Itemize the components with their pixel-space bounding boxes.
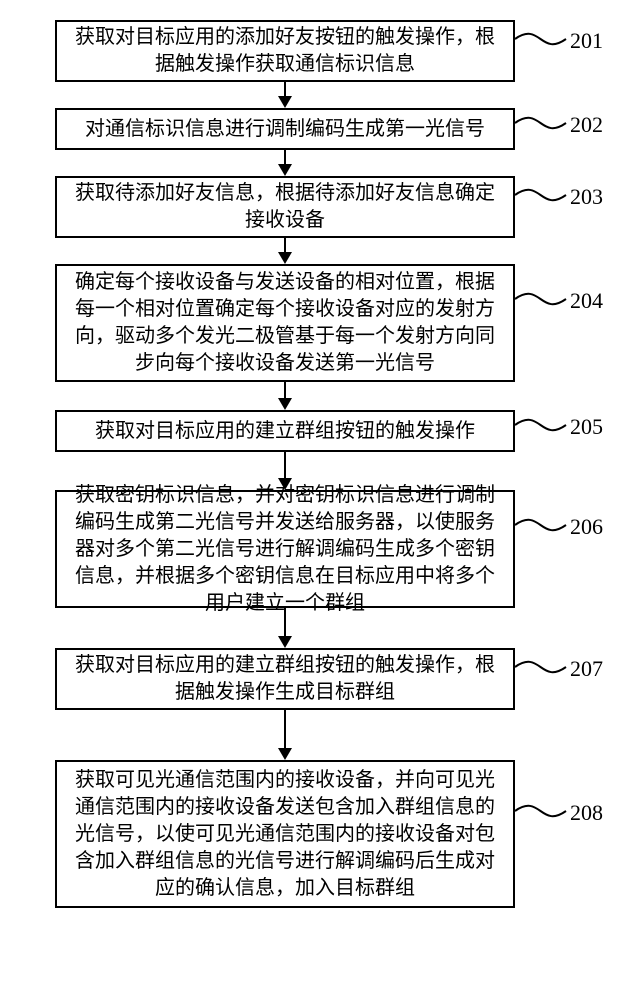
- step-text: 确定每个接收设备与发送设备的相对位置，根据每一个相对位置确定每个接收设备对应的发…: [67, 269, 503, 377]
- flowchart-canvas: 获取对目标应用的添加好友按钮的触发操作，根据触发操作获取通信标识信息 对通信标识…: [0, 0, 639, 1000]
- step-text: 获取待添加好友信息，根据待添加好友信息确定接收设备: [67, 180, 503, 234]
- step-box-202: 对通信标识信息进行调制编码生成第一光信号: [55, 108, 515, 150]
- step-text: 获取对目标应用的建立群组按钮的触发操作: [95, 418, 475, 445]
- step-text: 获取对目标应用的添加好友按钮的触发操作，根据触发操作获取通信标识信息: [67, 24, 503, 78]
- step-text: 获取可见光通信范围内的接收设备，并向可见光通信范围内的接收设备发送包含加入群组信…: [67, 767, 503, 902]
- step-box-203: 获取待添加好友信息，根据待添加好友信息确定接收设备: [55, 176, 515, 238]
- step-box-201: 获取对目标应用的添加好友按钮的触发操作，根据触发操作获取通信标识信息: [55, 20, 515, 82]
- step-label-207: 207: [570, 656, 603, 682]
- step-text: 对通信标识信息进行调制编码生成第一光信号: [85, 116, 485, 143]
- step-text: 获取密钥标识信息，并对密钥标识信息进行调制编码生成第二光信号并发送给服务器，以使…: [67, 482, 503, 617]
- step-box-204: 确定每个接收设备与发送设备的相对位置，根据每一个相对位置确定每个接收设备对应的发…: [55, 264, 515, 382]
- step-label-204: 204: [570, 288, 603, 314]
- step-box-207: 获取对目标应用的建立群组按钮的触发操作，根据触发操作生成目标群组: [55, 648, 515, 710]
- step-label-205: 205: [570, 414, 603, 440]
- step-label-206: 206: [570, 514, 603, 540]
- step-label-208: 208: [570, 800, 603, 826]
- step-box-206: 获取密钥标识信息，并对密钥标识信息进行调制编码生成第二光信号并发送给服务器，以使…: [55, 490, 515, 608]
- step-box-205: 获取对目标应用的建立群组按钮的触发操作: [55, 410, 515, 452]
- step-label-202: 202: [570, 112, 603, 138]
- step-box-208: 获取可见光通信范围内的接收设备，并向可见光通信范围内的接收设备发送包含加入群组信…: [55, 760, 515, 908]
- step-label-201: 201: [570, 28, 603, 54]
- step-label-203: 203: [570, 184, 603, 210]
- step-text: 获取对目标应用的建立群组按钮的触发操作，根据触发操作生成目标群组: [67, 652, 503, 706]
